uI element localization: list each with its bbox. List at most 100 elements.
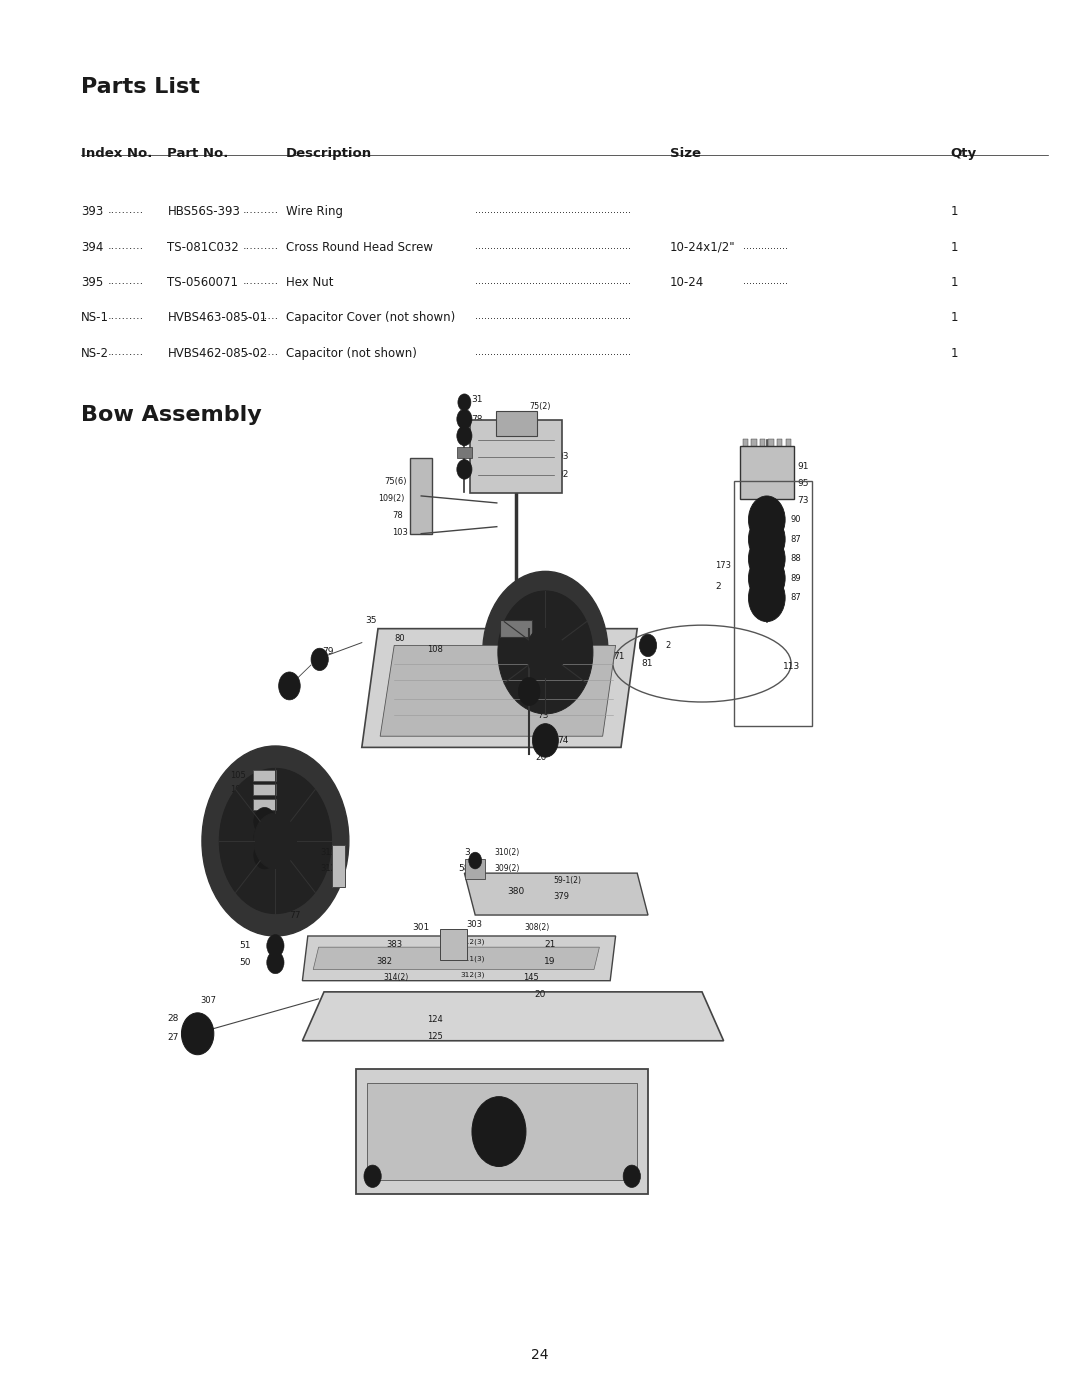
Text: 1: 1: [950, 205, 958, 218]
Text: 145: 145: [523, 974, 539, 982]
Bar: [496, 411, 537, 436]
Text: 313: 313: [321, 848, 337, 856]
Text: 113: 113: [783, 662, 800, 671]
Text: 379: 379: [553, 893, 569, 901]
Text: ..........: ..........: [243, 346, 280, 356]
Text: 314(2): 314(2): [383, 974, 408, 982]
Circle shape: [279, 672, 300, 700]
Text: 312(3): 312(3): [460, 939, 485, 944]
Text: Cross Round Head Screw: Cross Round Head Screw: [286, 240, 433, 254]
Text: 81: 81: [642, 659, 653, 668]
Text: 78: 78: [392, 511, 403, 520]
Circle shape: [759, 549, 774, 569]
Circle shape: [748, 515, 785, 563]
Text: 88: 88: [791, 555, 801, 563]
Text: 31: 31: [471, 395, 483, 404]
Text: Hex Nut: Hex Nut: [286, 277, 334, 289]
Text: 74: 74: [557, 736, 569, 745]
Text: 50: 50: [240, 958, 252, 967]
Polygon shape: [464, 873, 648, 915]
Text: 1: 1: [950, 240, 958, 254]
Text: 10-24: 10-24: [670, 277, 704, 289]
Bar: [743, 439, 747, 446]
Circle shape: [219, 768, 332, 914]
Bar: [410, 458, 432, 534]
Text: 75(2): 75(2): [529, 402, 551, 411]
Text: B: B: [495, 1129, 503, 1140]
Text: Description: Description: [286, 147, 373, 159]
Circle shape: [254, 824, 275, 852]
Text: 307: 307: [200, 996, 216, 1004]
Bar: [786, 439, 791, 446]
Text: 382: 382: [376, 957, 392, 965]
Circle shape: [759, 588, 774, 608]
Text: 1: 1: [950, 312, 958, 324]
Circle shape: [748, 555, 785, 602]
Circle shape: [472, 1097, 526, 1166]
Text: 303: 303: [467, 921, 483, 929]
Text: 35: 35: [365, 616, 377, 624]
Text: 10-24x1/2": 10-24x1/2": [670, 240, 735, 254]
Text: NS-2: NS-2: [81, 346, 109, 360]
Text: 72: 72: [537, 638, 549, 647]
Text: 3: 3: [464, 848, 470, 856]
Text: 99: 99: [230, 817, 241, 826]
Circle shape: [364, 1165, 381, 1187]
Circle shape: [254, 813, 297, 869]
Text: 92: 92: [557, 471, 569, 479]
Text: 90: 90: [791, 515, 801, 524]
Text: 89: 89: [791, 574, 801, 583]
Circle shape: [483, 571, 608, 733]
Bar: [332, 845, 345, 887]
Text: HVBS463-085-01: HVBS463-085-01: [167, 312, 268, 324]
Text: 309(2): 309(2): [495, 865, 519, 873]
Text: Size: Size: [670, 147, 701, 159]
Text: 93: 93: [557, 453, 569, 461]
Text: ..........: ..........: [243, 205, 280, 215]
Bar: [457, 447, 472, 458]
Circle shape: [457, 426, 472, 446]
Bar: [734, 481, 812, 726]
Bar: [441, 929, 467, 960]
Text: 311(3): 311(3): [460, 956, 485, 961]
Circle shape: [469, 852, 482, 869]
Text: 100(3): 100(3): [537, 657, 562, 665]
Text: 27: 27: [167, 1034, 179, 1042]
Text: 312: 312: [321, 865, 337, 873]
Text: TS-0560071: TS-0560071: [167, 277, 239, 289]
Text: 2: 2: [715, 583, 720, 591]
Circle shape: [458, 394, 471, 411]
Text: 87: 87: [791, 594, 801, 602]
Bar: [253, 770, 276, 781]
Text: 87: 87: [791, 535, 801, 543]
Text: 312(3): 312(3): [460, 972, 485, 978]
Text: 80: 80: [394, 634, 405, 643]
Circle shape: [254, 841, 275, 869]
Text: 20: 20: [535, 990, 546, 999]
Text: 1: 1: [950, 277, 958, 289]
Text: Part No.: Part No.: [167, 147, 229, 159]
Bar: [740, 446, 794, 499]
Circle shape: [267, 951, 284, 974]
Circle shape: [518, 678, 540, 705]
Bar: [500, 620, 532, 637]
Text: 73: 73: [537, 711, 549, 719]
Text: Index No.: Index No.: [81, 147, 152, 159]
Text: 75(6): 75(6): [384, 478, 407, 486]
Text: 120: 120: [537, 693, 554, 701]
Text: ..........: ..........: [243, 240, 280, 250]
Text: 58: 58: [458, 865, 470, 873]
Text: 104: 104: [471, 448, 488, 457]
Text: Capacitor Cover (not shown): Capacitor Cover (not shown): [286, 312, 456, 324]
Text: 308(2): 308(2): [525, 923, 550, 932]
Bar: [752, 439, 756, 446]
Circle shape: [639, 634, 657, 657]
Text: 124: 124: [427, 1016, 443, 1024]
Circle shape: [748, 535, 785, 583]
Bar: [471, 420, 562, 493]
Text: 2: 2: [665, 641, 671, 650]
Text: 78: 78: [471, 465, 483, 474]
Text: ....................................................: ........................................…: [475, 240, 631, 250]
Text: Capacitor (not shown): Capacitor (not shown): [286, 346, 417, 360]
Circle shape: [457, 460, 472, 479]
